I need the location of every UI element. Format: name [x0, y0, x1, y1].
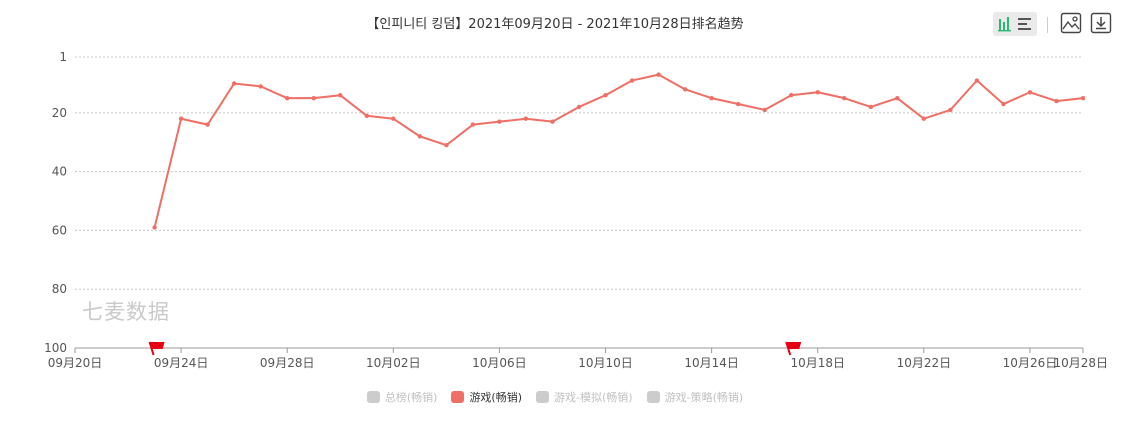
data-point [948, 107, 953, 113]
data-point [709, 95, 714, 101]
x-tick-label: 10月06日 [472, 356, 527, 370]
list-icon[interactable] [1016, 14, 1036, 34]
data-point [921, 116, 927, 121]
data-point [550, 119, 555, 124]
data-point [789, 93, 794, 98]
legend-swatch [366, 391, 380, 403]
y-tick-label: 20 [52, 106, 67, 120]
x-tick-label: 10月26日 [1003, 356, 1058, 370]
y-tick-label: 80 [52, 282, 67, 296]
series-line [153, 73, 1084, 228]
data-point [1027, 90, 1033, 95]
legend-item[interactable]: 总榜(畅销) [366, 389, 438, 405]
x-tick-label: 10月28日 [1053, 356, 1108, 370]
data-point [603, 93, 608, 98]
data-point [178, 116, 184, 121]
data-point [815, 90, 820, 95]
data-point [364, 113, 369, 118]
data-point [205, 122, 210, 127]
legend-label: 游戏(畅销) [469, 391, 523, 404]
data-point [417, 134, 423, 139]
flag-marker [149, 342, 165, 349]
bar-chart-icon[interactable] [996, 14, 1016, 34]
y-tick-label: 40 [52, 165, 67, 179]
toolbar-divider [1047, 17, 1048, 33]
data-point [1054, 98, 1059, 104]
data-point [735, 101, 741, 107]
data-point [338, 93, 343, 98]
data-point [258, 84, 263, 89]
data-point [231, 81, 237, 86]
legend-swatch [646, 391, 660, 403]
legend-item[interactable]: 游戏(畅销) [451, 389, 522, 405]
download-icon[interactable] [1090, 12, 1114, 36]
view-toggle [993, 12, 1037, 36]
x-tick-label: 10月22日 [897, 356, 952, 370]
data-point [842, 95, 847, 101]
data-point [391, 116, 396, 121]
data-point [974, 78, 980, 83]
legend-label: 游戏-模拟(畅销) [554, 391, 633, 404]
data-point [1001, 101, 1006, 107]
x-tick-label: 10月14日 [684, 356, 739, 370]
legend-item[interactable]: 游戏-策略(畅销) [646, 389, 744, 405]
x-tick-label: 09月20日 [48, 356, 103, 370]
legend-label: 游戏-策略(畅销) [664, 391, 744, 404]
data-point [470, 122, 476, 127]
chart-toolbar [993, 12, 1115, 38]
data-point [311, 95, 316, 101]
legend-label: 总榜(畅销) [384, 391, 438, 404]
data-point [285, 95, 290, 101]
data-point [895, 95, 900, 101]
data-point [152, 225, 157, 230]
flag-pole [785, 341, 792, 356]
data-point [682, 87, 688, 92]
y-tick-label: 60 [52, 223, 67, 237]
x-tick-label: 09月28日 [260, 356, 315, 370]
data-point [762, 107, 767, 113]
data-point [576, 104, 582, 110]
data-point [656, 72, 661, 77]
x-tick-label: 10月02日 [366, 356, 421, 370]
x-tick-label: 09月24日 [154, 356, 209, 370]
flag-pole [148, 341, 155, 356]
y-tick-label: 1 [59, 50, 67, 64]
data-point [868, 104, 873, 110]
data-point [444, 142, 449, 148]
y-tick-label: 100 [44, 341, 67, 355]
chart-title: 【인피니티 킹덤】2021年09月20日 - 2021年10月28日排名趋势 [366, 17, 744, 32]
data-point [1080, 95, 1086, 101]
flag-marker [786, 342, 802, 349]
x-tick-label: 10月10日 [578, 356, 633, 370]
x-tick-label: 10月18日 [790, 356, 845, 370]
data-point [497, 119, 502, 124]
legend-swatch [451, 391, 465, 403]
legend: 总榜(畅销) 游戏(畅销) 游戏-模拟(畅销) 游戏-策略(畅销) [0, 389, 1110, 405]
data-point [629, 78, 635, 83]
data-point [523, 116, 529, 121]
image-icon[interactable] [1060, 12, 1084, 36]
legend-swatch [536, 391, 550, 403]
legend-item[interactable]: 游戏-模拟(畅销) [536, 389, 633, 405]
watermark: 七麦数据 [82, 300, 170, 324]
